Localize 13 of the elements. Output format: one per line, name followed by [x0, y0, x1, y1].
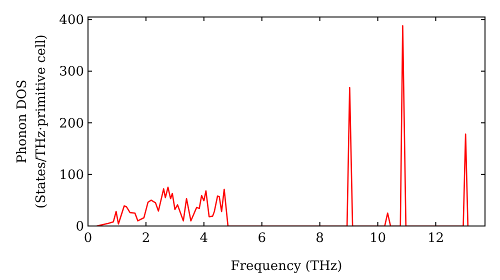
- y-axis-title: Phonon DOS (States/THz·primitive cell): [15, 34, 49, 209]
- y-tick-label: 200: [59, 116, 84, 132]
- y-tick-label: 400: [59, 13, 84, 28]
- y-tick-label: 0: [76, 220, 84, 234]
- x-tick-label: 4: [200, 231, 208, 246]
- x-tick-label: 8: [316, 231, 324, 246]
- x-axis-title: Frequency (THz): [230, 259, 342, 274]
- x-tick-label: 2: [142, 231, 150, 246]
- x-tick-label: 12: [427, 231, 444, 246]
- x-tick-label: 10: [370, 231, 386, 246]
- y-tick-label: 100: [59, 168, 84, 183]
- x-tick-label: 6: [258, 231, 266, 246]
- y-tick-label: 300: [59, 64, 84, 80]
